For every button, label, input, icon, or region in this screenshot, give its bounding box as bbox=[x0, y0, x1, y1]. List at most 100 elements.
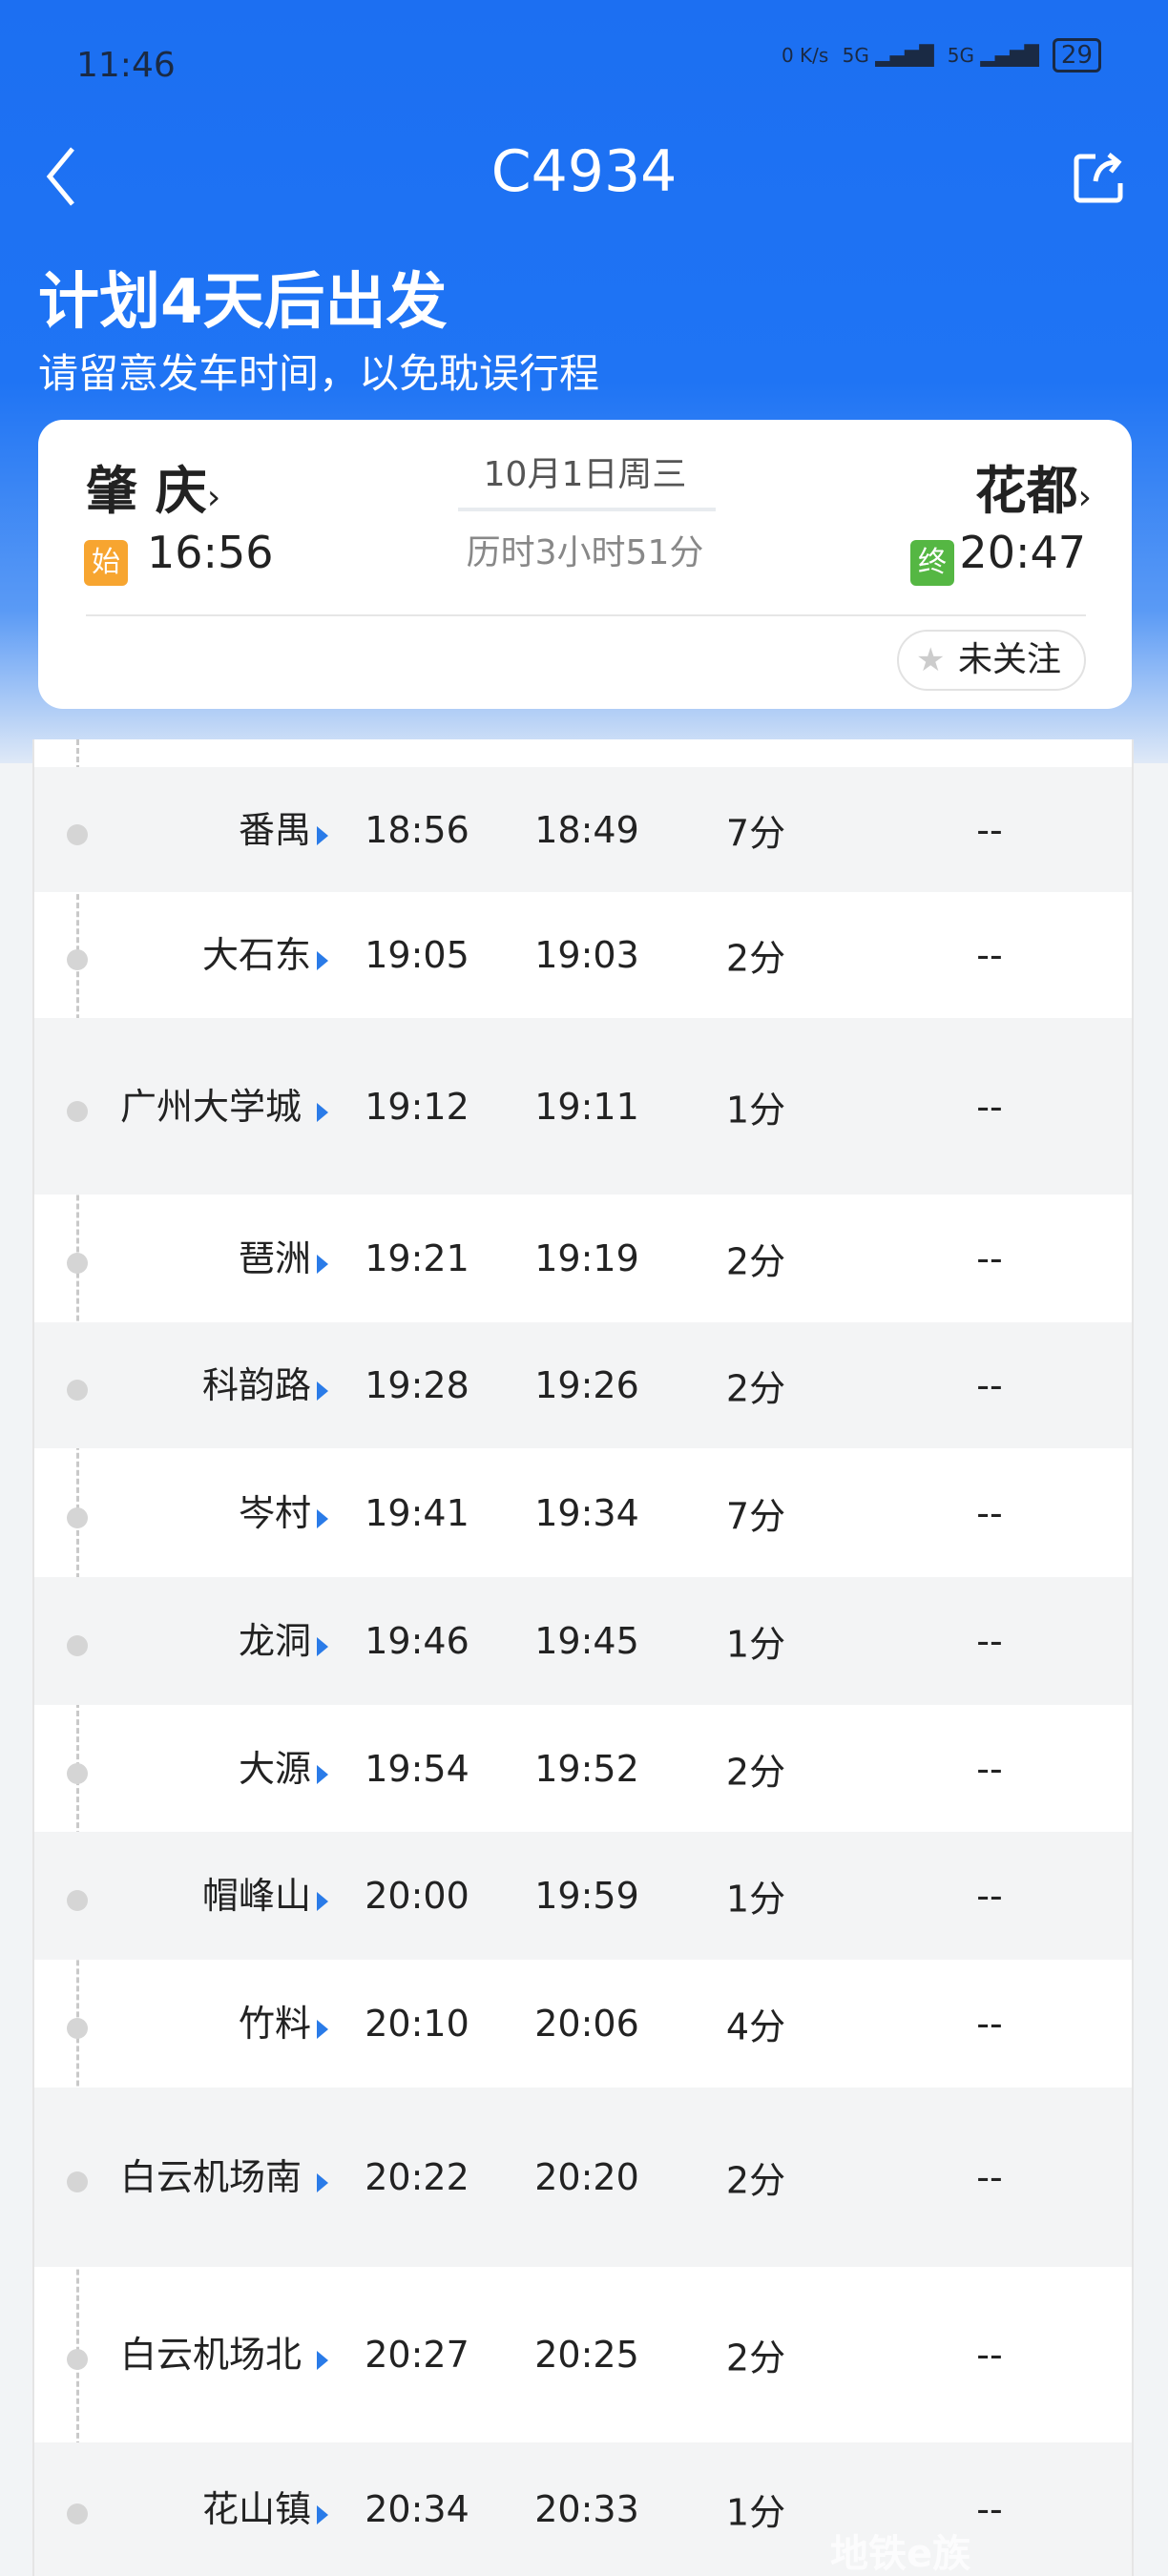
stop-dot bbox=[67, 2018, 88, 2039]
stop-row[interactable]: 番禺 18:56 18:49 7分 -- bbox=[34, 767, 1132, 892]
back-button[interactable] bbox=[42, 143, 99, 219]
stop-dot bbox=[67, 1762, 88, 1784]
arrival-time: 19:41 bbox=[365, 1491, 469, 1534]
stop-row[interactable]: 花山镇 20:34 20:33 1分 -- bbox=[34, 2442, 1132, 2576]
stop-row[interactable]: 龙洞 19:46 19:45 1分 -- bbox=[34, 1577, 1132, 1705]
extra-info: -- bbox=[976, 1875, 1003, 1917]
stop-row[interactable]: 科韵路 19:28 19:26 2分 -- bbox=[34, 1322, 1132, 1448]
extra-info: -- bbox=[976, 1747, 1003, 1790]
stop-duration: 1分 bbox=[725, 1089, 786, 1131]
page-title: C4934 bbox=[490, 138, 678, 205]
departure-time: 20:06 bbox=[534, 2003, 639, 2045]
departure-time: 19:26 bbox=[534, 1364, 639, 1406]
station-name[interactable]: 龙洞 bbox=[238, 1620, 311, 1662]
stop-row[interactable]: 大石东 19:05 19:03 2分 -- bbox=[34, 892, 1132, 1018]
extra-info: -- bbox=[976, 1620, 1003, 1662]
extra-info: -- bbox=[976, 1237, 1003, 1279]
triangle-right-icon bbox=[317, 2505, 328, 2524]
arrival-time: 20:34 bbox=[365, 2488, 469, 2530]
departure-time: 19:11 bbox=[534, 1085, 639, 1128]
stop-duration: 4分 bbox=[725, 2005, 786, 2048]
star-icon: ★ bbox=[915, 641, 946, 679]
arrival-time: 19:05 bbox=[365, 934, 469, 976]
station-name[interactable]: 大石东 bbox=[201, 934, 311, 976]
stop-row[interactable]: 琶洲 19:21 19:19 2分 -- bbox=[34, 1195, 1132, 1322]
stop-dot bbox=[67, 1380, 88, 1401]
stop-row[interactable]: 帽峰山 20:00 19:59 1分 -- bbox=[34, 1832, 1132, 1960]
to-station-name: 花都 bbox=[974, 461, 1078, 521]
arrival-time: 19:21 bbox=[365, 1237, 469, 1279]
extra-info: -- bbox=[976, 2003, 1003, 2045]
extra-info: -- bbox=[976, 934, 1003, 976]
stop-row[interactable]: 白云机场南 20:22 20:20 2分 -- bbox=[34, 2088, 1132, 2267]
chevron-right-icon: › bbox=[206, 478, 221, 517]
from-station-name: 肇 庆 bbox=[86, 461, 207, 521]
stop-row[interactable]: 广州大学城 19:12 19:11 1分 -- bbox=[34, 1018, 1132, 1195]
arrival-time: 19:54 bbox=[365, 1747, 469, 1790]
departure-time: 19:52 bbox=[534, 1747, 639, 1790]
stop-duration: 2分 bbox=[725, 1367, 786, 1410]
stop-row[interactable]: 岑村 19:41 19:34 7分 -- bbox=[34, 1448, 1132, 1577]
chevron-right-icon: › bbox=[1077, 478, 1092, 517]
stop-dot bbox=[67, 2171, 88, 2192]
depart-time: 16:56 bbox=[147, 527, 274, 578]
stop-row[interactable]: 大源 19:54 19:52 2分 -- bbox=[34, 1705, 1132, 1832]
stop-duration: 1分 bbox=[725, 1623, 786, 1666]
route-arrow bbox=[458, 508, 716, 511]
triangle-right-icon bbox=[317, 1508, 328, 1528]
arrive-time: 20:47 bbox=[959, 527, 1086, 578]
triangle-right-icon bbox=[317, 1892, 328, 1911]
station-name[interactable]: 白云机场南 bbox=[120, 2156, 302, 2198]
signal-label: 5G bbox=[842, 44, 869, 67]
arrival-time: 19:28 bbox=[365, 1364, 469, 1406]
triangle-right-icon bbox=[317, 2020, 328, 2039]
departure-time: 19:59 bbox=[534, 1875, 639, 1917]
departure-time: 19:34 bbox=[534, 1491, 639, 1534]
share-button[interactable] bbox=[1073, 151, 1126, 204]
arrival-time: 19:12 bbox=[365, 1085, 469, 1128]
stop-dot bbox=[67, 1506, 88, 1528]
arrival-time: 20:22 bbox=[365, 2156, 469, 2198]
follow-button[interactable]: ★ 未关注 bbox=[896, 630, 1086, 691]
triangle-right-icon bbox=[317, 951, 328, 970]
triangle-right-icon bbox=[317, 825, 328, 845]
extra-info: -- bbox=[976, 808, 1003, 851]
stop-dot bbox=[67, 1100, 88, 1122]
station-name[interactable]: 大源 bbox=[238, 1747, 311, 1790]
stop-row[interactable]: 竹料 20:10 20:06 4分 -- bbox=[34, 1960, 1132, 2088]
stop-dot bbox=[67, 949, 88, 970]
station-name[interactable]: 科韵路 bbox=[201, 1364, 311, 1406]
stop-duration: 7分 bbox=[725, 1495, 786, 1537]
signal-icon: 5G ▂▄▆█ bbox=[842, 44, 934, 67]
stop-dot bbox=[67, 823, 88, 845]
triangle-right-icon bbox=[317, 1102, 328, 1122]
extra-info: -- bbox=[976, 1364, 1003, 1406]
extra-info: -- bbox=[976, 1491, 1003, 1534]
arrival-time: 20:10 bbox=[365, 2003, 469, 2045]
triangle-right-icon bbox=[317, 2173, 328, 2192]
station-name[interactable]: 花山镇 bbox=[201, 2488, 311, 2530]
station-name[interactable]: 白云机场北 bbox=[120, 2334, 302, 2376]
triangle-right-icon bbox=[317, 1637, 328, 1656]
to-station[interactable]: 花都› bbox=[975, 448, 1092, 524]
triangle-right-icon bbox=[317, 1764, 328, 1784]
station-name[interactable]: 琶洲 bbox=[238, 1237, 311, 1279]
station-name[interactable]: 帽峰山 bbox=[201, 1875, 311, 1917]
share-icon bbox=[1074, 153, 1123, 203]
station-name[interactable]: 广州大学城 bbox=[120, 1085, 302, 1128]
from-station[interactable]: 肇 庆› bbox=[86, 448, 220, 524]
departure-time: 19:45 bbox=[534, 1620, 639, 1662]
stop-duration: 2分 bbox=[725, 1751, 786, 1793]
stop-duration: 2分 bbox=[725, 2159, 786, 2202]
triangle-right-icon bbox=[317, 1255, 328, 1274]
departure-time: 18:49 bbox=[534, 808, 639, 851]
travel-date: 10月1日周三 bbox=[483, 455, 687, 494]
trip-summary-card: 肇 庆› 始 16:56 10月1日周三 历时3小时51分 花都› 终 20:4… bbox=[38, 420, 1132, 709]
follow-label: 未关注 bbox=[957, 640, 1061, 679]
station-name[interactable]: 竹料 bbox=[238, 2003, 311, 2045]
station-name[interactable]: 岑村 bbox=[238, 1491, 311, 1534]
stop-duration: 2分 bbox=[725, 1240, 786, 1283]
station-name[interactable]: 番禺 bbox=[238, 808, 311, 851]
departure-time: 20:20 bbox=[534, 2156, 639, 2198]
stop-row[interactable]: 白云机场北 20:27 20:25 2分 -- bbox=[34, 2267, 1132, 2442]
